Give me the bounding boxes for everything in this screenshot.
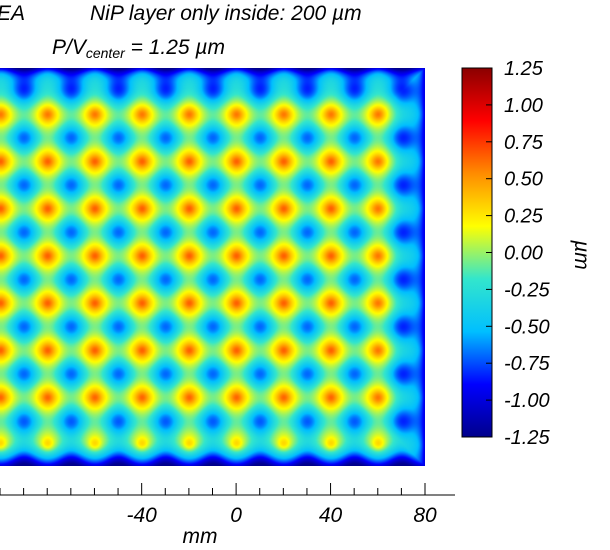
colorbar-tick-label: -0.75 xyxy=(504,353,550,375)
heatmap-canvas xyxy=(0,68,425,466)
colorbar-tick-label: 0.25 xyxy=(504,206,544,228)
colorbar-tick-label: 1.00 xyxy=(504,95,543,117)
colorbar-tick-label: -1.25 xyxy=(504,427,550,449)
colorbar: 1.25 1.00 0.75 0.50 0.25 0.00 -0.25 -0.50 -0.75 -… xyxy=(461,58,593,449)
x-tick-label: 0 xyxy=(230,504,242,527)
colorbar-tick-label: 0.50 xyxy=(504,169,543,191)
x-tick-label: -40 xyxy=(126,504,157,527)
chart-title: NiP layer only inside: 200 µm xyxy=(90,2,362,25)
chart-subtitle: P/Vcenter = 1.25 µm xyxy=(52,36,226,61)
x-axis: -40 0 40 80 mm xyxy=(0,483,455,548)
x-tick-label: 40 xyxy=(319,504,343,527)
colorbar-tick-label: -0.50 xyxy=(504,316,550,338)
colorbar-tick-label: 0.00 xyxy=(504,243,543,265)
colorbar-tick-label: -1.00 xyxy=(504,390,550,412)
x-axis-label: mm xyxy=(183,525,218,548)
chart-title-prefix: EA xyxy=(0,2,26,25)
colorbar-label: µm xyxy=(570,239,593,270)
colorbar-tick-label: 1.25 xyxy=(504,58,544,80)
heatmap-surface xyxy=(0,68,425,466)
colorbar-tick-label: 0.75 xyxy=(504,132,544,154)
colorbar-tick-label: -0.25 xyxy=(504,279,550,301)
x-tick-label: 80 xyxy=(413,504,437,527)
